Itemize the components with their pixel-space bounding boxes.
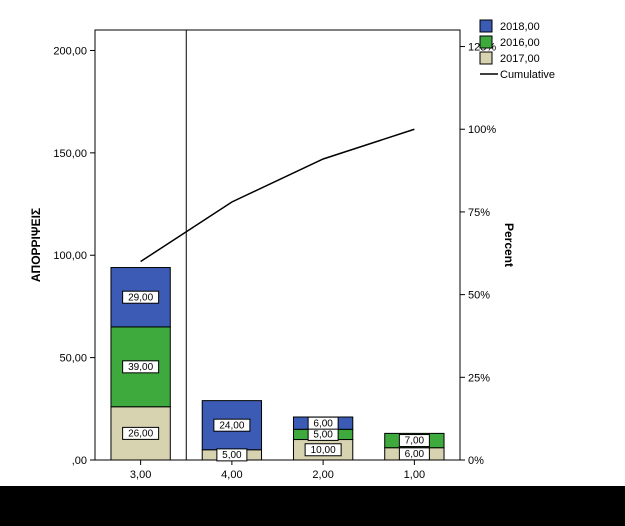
legend-label: Cumulative xyxy=(500,69,555,81)
value-label: 5,00 xyxy=(222,450,242,461)
y-left-title: ΑΠΟΡΡΙΨΕΙΣ xyxy=(29,208,43,282)
y-left-tick-label: ,00 xyxy=(72,455,87,467)
value-label: 39,00 xyxy=(128,362,153,373)
y-right-tick-label: 50% xyxy=(468,290,490,302)
value-label: 7,00 xyxy=(405,436,425,447)
x-tick-label: 2,00 xyxy=(312,469,333,481)
value-label: 24,00 xyxy=(219,420,244,431)
value-label: 29,00 xyxy=(128,292,153,303)
y-left-tick-label: 50,00 xyxy=(59,353,87,365)
y-left-tick-label: 100,00 xyxy=(53,250,87,262)
value-label: 10,00 xyxy=(311,445,336,456)
value-label: 6,00 xyxy=(313,418,333,429)
value-label: 5,00 xyxy=(313,430,333,441)
legend-label: 2018,00 xyxy=(500,21,540,33)
legend-swatch xyxy=(480,20,492,32)
y-right-tick-label: 75% xyxy=(468,207,490,219)
x-tick-label: 3,00 xyxy=(130,469,151,481)
legend-swatch xyxy=(480,52,492,64)
value-label: 26,00 xyxy=(128,429,153,440)
x-tick-label: 4,00 xyxy=(221,469,242,481)
bottom-black-bar xyxy=(0,486,625,526)
y-left-tick-label: 200,00 xyxy=(53,45,87,57)
y-right-tick-label: 25% xyxy=(468,372,490,384)
legend-swatch xyxy=(480,36,492,48)
legend-label: 2017,00 xyxy=(500,53,540,65)
pareto-chart: ,00 50,00 100,00 150,00 200,00 0% 25% 50% 75% 100… xyxy=(0,0,625,526)
y-right-tick-label: 100% xyxy=(468,124,496,136)
x-tick-label: 1,00 xyxy=(404,469,425,481)
y-right-tick-label: 0% xyxy=(468,455,484,467)
y-left-tick-label: 150,00 xyxy=(53,148,87,160)
legend-label: 2016,00 xyxy=(500,37,540,49)
y-right-title: Percent xyxy=(502,223,516,267)
value-label: 6,00 xyxy=(405,449,425,460)
